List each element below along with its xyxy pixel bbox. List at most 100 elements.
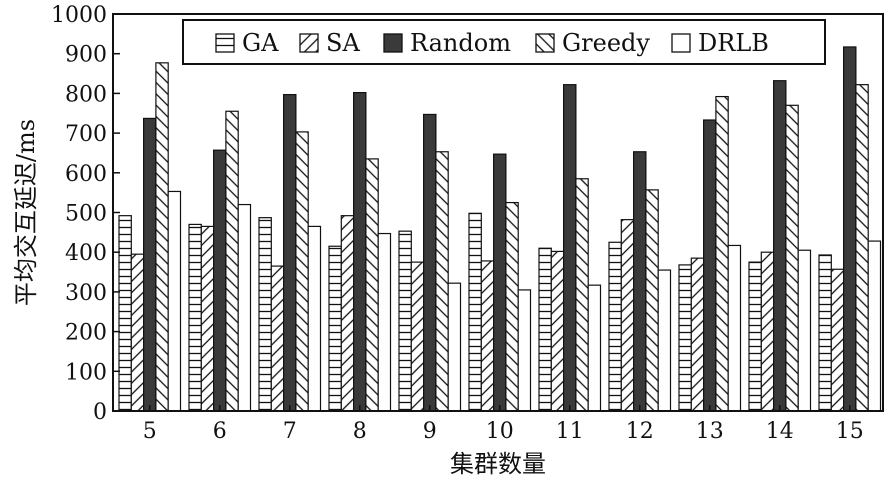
- bar-random-15: [842, 46, 857, 412]
- legend-swatch: [535, 33, 555, 53]
- bar-greedy-10: [505, 201, 519, 412]
- bar-group-10: [468, 153, 532, 412]
- bar-greedy-5: [155, 62, 169, 412]
- bar-random-9: [423, 113, 437, 412]
- legend-label: DRLB: [698, 29, 769, 57]
- bar-greedy-15: [855, 84, 869, 412]
- bar-group-14: [748, 80, 812, 412]
- bar-random-7: [283, 93, 297, 412]
- bar-greedy-8: [365, 158, 379, 412]
- bar-ga-9: [398, 230, 412, 412]
- bar-sa-6: [200, 225, 215, 412]
- bar-random-14: [772, 80, 787, 412]
- bar-ga-10: [468, 212, 482, 412]
- legend-item-random: Random: [383, 29, 511, 57]
- y-tick-label: 1000: [51, 3, 107, 28]
- bar-sa-11: [550, 250, 565, 412]
- legend-item-greedy: Greedy: [535, 29, 650, 57]
- legend-item-sa: SA: [299, 29, 360, 57]
- legend-item-drlb: DRLB: [671, 29, 769, 57]
- legend-swatch: [299, 33, 319, 53]
- bar-random-6: [213, 149, 227, 412]
- x-tick-label: 10: [486, 419, 514, 444]
- bar-sa-14: [760, 251, 775, 412]
- legend-swatch: [671, 33, 691, 53]
- bar-drlb-12: [657, 269, 672, 412]
- bar-group-6: [188, 110, 252, 412]
- bar-drlb-14: [797, 249, 812, 412]
- x-tick-label: 15: [836, 419, 864, 444]
- x-tick-label: 14: [766, 419, 794, 444]
- bar-ga-8: [328, 245, 342, 412]
- x-axis-title: 集群数量: [450, 450, 546, 478]
- bar-ga-15: [818, 254, 832, 412]
- bar-random-13: [702, 119, 717, 412]
- bar-drlb-10: [517, 289, 532, 412]
- y-tick-label: 400: [65, 241, 107, 266]
- bar-sa-9: [410, 261, 425, 412]
- y-tick-label: 600: [65, 162, 107, 187]
- legend: GA SA Random Greedy DRLB: [182, 19, 826, 65]
- bar-group-9: [398, 113, 462, 412]
- bar-greedy-13: [715, 95, 729, 412]
- bar-group-8: [328, 92, 392, 412]
- bar-sa-15: [830, 268, 845, 412]
- x-tick-label: 7: [283, 419, 297, 444]
- bar-ga-11: [538, 247, 552, 412]
- legend-label: Greedy: [562, 29, 650, 57]
- x-tick-label: 12: [626, 419, 654, 444]
- x-tick-label: 5: [143, 419, 157, 444]
- bar-random-5: [143, 117, 157, 412]
- legend-label: GA: [242, 29, 279, 57]
- bar-ga-12: [608, 241, 622, 412]
- bar-drlb-9: [447, 282, 462, 412]
- legend-item-ga: GA: [215, 29, 279, 57]
- bar-sa-10: [480, 260, 495, 412]
- y-tick-label: 800: [65, 82, 107, 107]
- x-tick-label: 13: [696, 419, 724, 444]
- bar-drlb-11: [587, 284, 602, 412]
- plot-frame: [112, 13, 884, 412]
- y-tick-label: 100: [65, 360, 107, 385]
- bar-drlb-13: [727, 244, 742, 412]
- bar-ga-14: [748, 261, 762, 412]
- y-tick-label: 900: [65, 43, 107, 68]
- x-tick-label: 8: [353, 419, 367, 444]
- bar-group-15: [818, 46, 882, 412]
- bar-sa-7: [270, 265, 285, 412]
- legend-label: Random: [410, 29, 511, 57]
- bar-drlb-6: [237, 203, 252, 412]
- y-tick-label: 700: [65, 122, 107, 147]
- x-axis: 5 6 7 8 9 10 11 12 13 14 15: [143, 405, 864, 444]
- y-tick-label: 300: [65, 281, 107, 306]
- bar-group-5: [118, 62, 182, 412]
- bar-ga-7: [258, 217, 272, 412]
- bar-group-7: [258, 93, 322, 412]
- y-tick-label: 0: [93, 400, 107, 425]
- y-axis-title: 平均交互延迟/ms: [12, 119, 40, 306]
- bar-group-12: [608, 151, 672, 412]
- bar-greedy-12: [645, 189, 659, 412]
- legend-swatch: [383, 33, 403, 53]
- bar-random-8: [353, 92, 367, 412]
- bar-sa-5: [130, 253, 145, 412]
- x-tick-label: 11: [556, 419, 584, 444]
- bar-greedy-11: [575, 178, 589, 412]
- bar-ga-6: [188, 223, 202, 412]
- legend-swatch: [215, 33, 235, 53]
- bar-greedy-9: [435, 151, 449, 412]
- y-tick-label: 500: [65, 202, 107, 227]
- bar-group-13: [678, 95, 742, 412]
- bar-sa-8: [340, 215, 355, 412]
- x-tick-label: 9: [423, 419, 437, 444]
- bar-drlb-7: [307, 225, 322, 412]
- bars-layer: [118, 46, 882, 412]
- bar-sa-13: [690, 257, 705, 412]
- bar-ga-13: [678, 264, 692, 412]
- bar-drlb-15: [867, 240, 882, 412]
- bar-greedy-6: [225, 110, 239, 412]
- x-tick-label: 6: [213, 419, 227, 444]
- bar-random-12: [632, 151, 647, 412]
- bar-drlb-8: [377, 232, 392, 412]
